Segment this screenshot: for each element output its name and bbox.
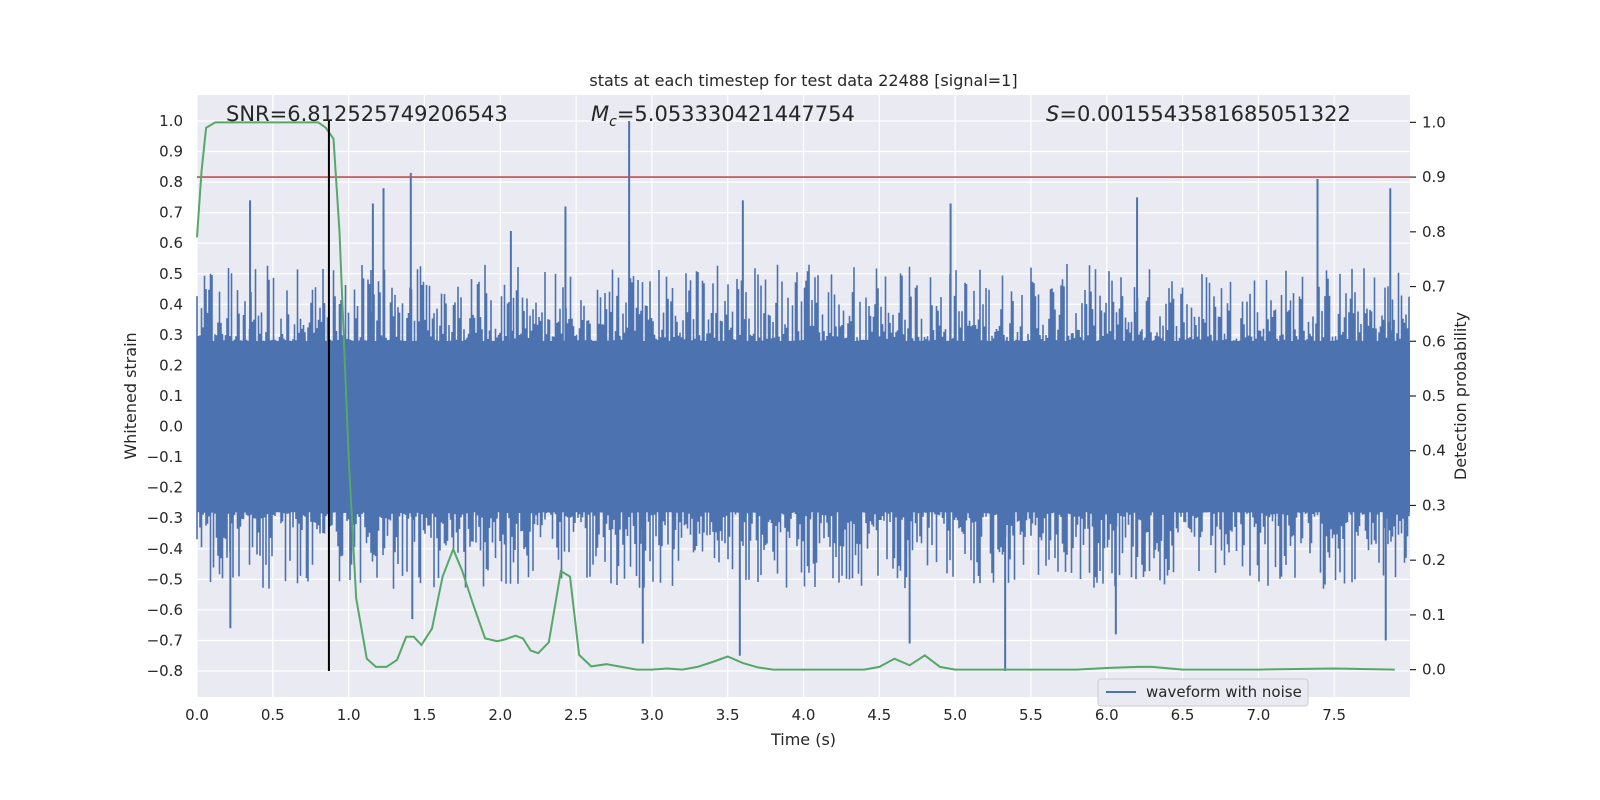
mc-value: =5.053330421447754 bbox=[617, 102, 855, 126]
left-y-tick-label: −0.4 bbox=[147, 540, 183, 558]
right-y-tick-label: 0.9 bbox=[1422, 168, 1446, 186]
x-tick-label: 6.0 bbox=[1095, 706, 1119, 724]
right-y-tick-label: 0.2 bbox=[1422, 551, 1446, 569]
left-y-tick-label: 0.3 bbox=[159, 326, 183, 344]
legend: waveform with noise bbox=[1097, 678, 1309, 707]
right-y-tick-label: 0.4 bbox=[1422, 442, 1446, 460]
left-y-axis: −0.8 −0.7 −0.6 −0.5 −0.4 −0.3 −0.2 −0.1 0.0 0.1 0.… bbox=[147, 112, 183, 680]
right-y-tick-label: 0.8 bbox=[1422, 223, 1446, 241]
left-y-tick-label: −0.3 bbox=[147, 509, 183, 527]
s-annotation: S=0.0015543581685051322 bbox=[1046, 102, 1351, 126]
right-y-tick-label: 0.6 bbox=[1422, 332, 1446, 350]
x-tick-label: 0.5 bbox=[261, 706, 285, 724]
x-tick-label: 1.0 bbox=[337, 706, 361, 724]
left-y-tick-label: −0.8 bbox=[147, 662, 183, 680]
s-symbol: S bbox=[1046, 102, 1059, 126]
x-tick-label: 2.5 bbox=[564, 706, 588, 724]
legend-label: waveform with noise bbox=[1146, 683, 1302, 701]
probability-series bbox=[196, 121, 1395, 671]
right-y-tick-label: 0.0 bbox=[1422, 661, 1446, 679]
left-y-tick-label: 0.0 bbox=[159, 418, 183, 436]
x-tick-label: 7.5 bbox=[1322, 706, 1346, 724]
left-y-tick-label: 0.2 bbox=[159, 356, 183, 374]
left-y-tick-label: −0.2 bbox=[147, 479, 183, 497]
left-y-tick-label: 1.0 bbox=[159, 112, 183, 130]
x-tick-label: 5.0 bbox=[943, 706, 967, 724]
left-y-tick-label: 0.1 bbox=[159, 387, 183, 405]
right-y-tick-label: 0.1 bbox=[1422, 606, 1446, 624]
left-y-tick-label: −0.7 bbox=[147, 631, 183, 649]
legend-box bbox=[1097, 678, 1309, 707]
left-y-tick-label: 0.8 bbox=[159, 173, 183, 191]
x-tick-label: 5.5 bbox=[1019, 706, 1043, 724]
chirp-mass-annotation: Mc=5.053330421447754 bbox=[591, 102, 855, 130]
right-y-tick-label: 0.7 bbox=[1422, 278, 1446, 296]
left-y-axis-label: Whitened strain bbox=[121, 332, 140, 459]
left-y-tick-label: −0.6 bbox=[147, 601, 183, 619]
right-y-axis: 0.0 0.1 0.2 0.3 0.4 0.5 0.6 0.7 0.8 0.9 1.0 bbox=[1410, 113, 1446, 679]
right-y-axis-label: Detection probability bbox=[1451, 312, 1470, 480]
left-y-tick-label: 0.5 bbox=[159, 265, 183, 283]
waveform-noise bbox=[196, 264, 1410, 589]
left-y-tick-label: −0.1 bbox=[147, 448, 183, 466]
x-tick-label: 0.0 bbox=[185, 706, 209, 724]
x-axis: 0.0 0.5 1.0 1.5 2.0 2.5 3.0 3.5 4.0 4.5 5.0 5.5 6.0 6… bbox=[185, 706, 1346, 724]
waveform-series bbox=[196, 120, 1410, 672]
right-y-tick-label: 1.0 bbox=[1422, 113, 1446, 131]
x-tick-label: 2.0 bbox=[488, 706, 512, 724]
x-tick-label: 4.0 bbox=[792, 706, 816, 724]
x-tick-label: 6.5 bbox=[1171, 706, 1195, 724]
x-axis-label: Time (s) bbox=[770, 730, 836, 749]
mc-subscript: c bbox=[609, 114, 617, 130]
snr-annotation: SNR=6.812525749206543 bbox=[226, 102, 508, 126]
left-y-tick-label: 0.7 bbox=[159, 204, 183, 222]
s-value: =0.0015543581685051322 bbox=[1059, 102, 1351, 126]
right-y-tick-label: 0.5 bbox=[1422, 387, 1446, 405]
right-y-tick-label: 0.3 bbox=[1422, 496, 1446, 514]
left-y-tick-label: −0.5 bbox=[147, 570, 183, 588]
probability-line bbox=[196, 121, 1395, 671]
left-y-tick-label: 0.9 bbox=[159, 143, 183, 161]
x-tick-label: 3.0 bbox=[640, 706, 664, 724]
x-tick-label: 3.5 bbox=[716, 706, 740, 724]
left-y-tick-label: 0.4 bbox=[159, 295, 183, 313]
x-tick-label: 4.5 bbox=[867, 706, 891, 724]
chart-title: stats at each timestep for test data 224… bbox=[589, 71, 1017, 90]
x-tick-label: 7.0 bbox=[1246, 706, 1270, 724]
left-y-tick-label: 0.6 bbox=[159, 234, 183, 252]
mc-symbol: M bbox=[591, 102, 609, 126]
x-tick-label: 1.5 bbox=[413, 706, 437, 724]
